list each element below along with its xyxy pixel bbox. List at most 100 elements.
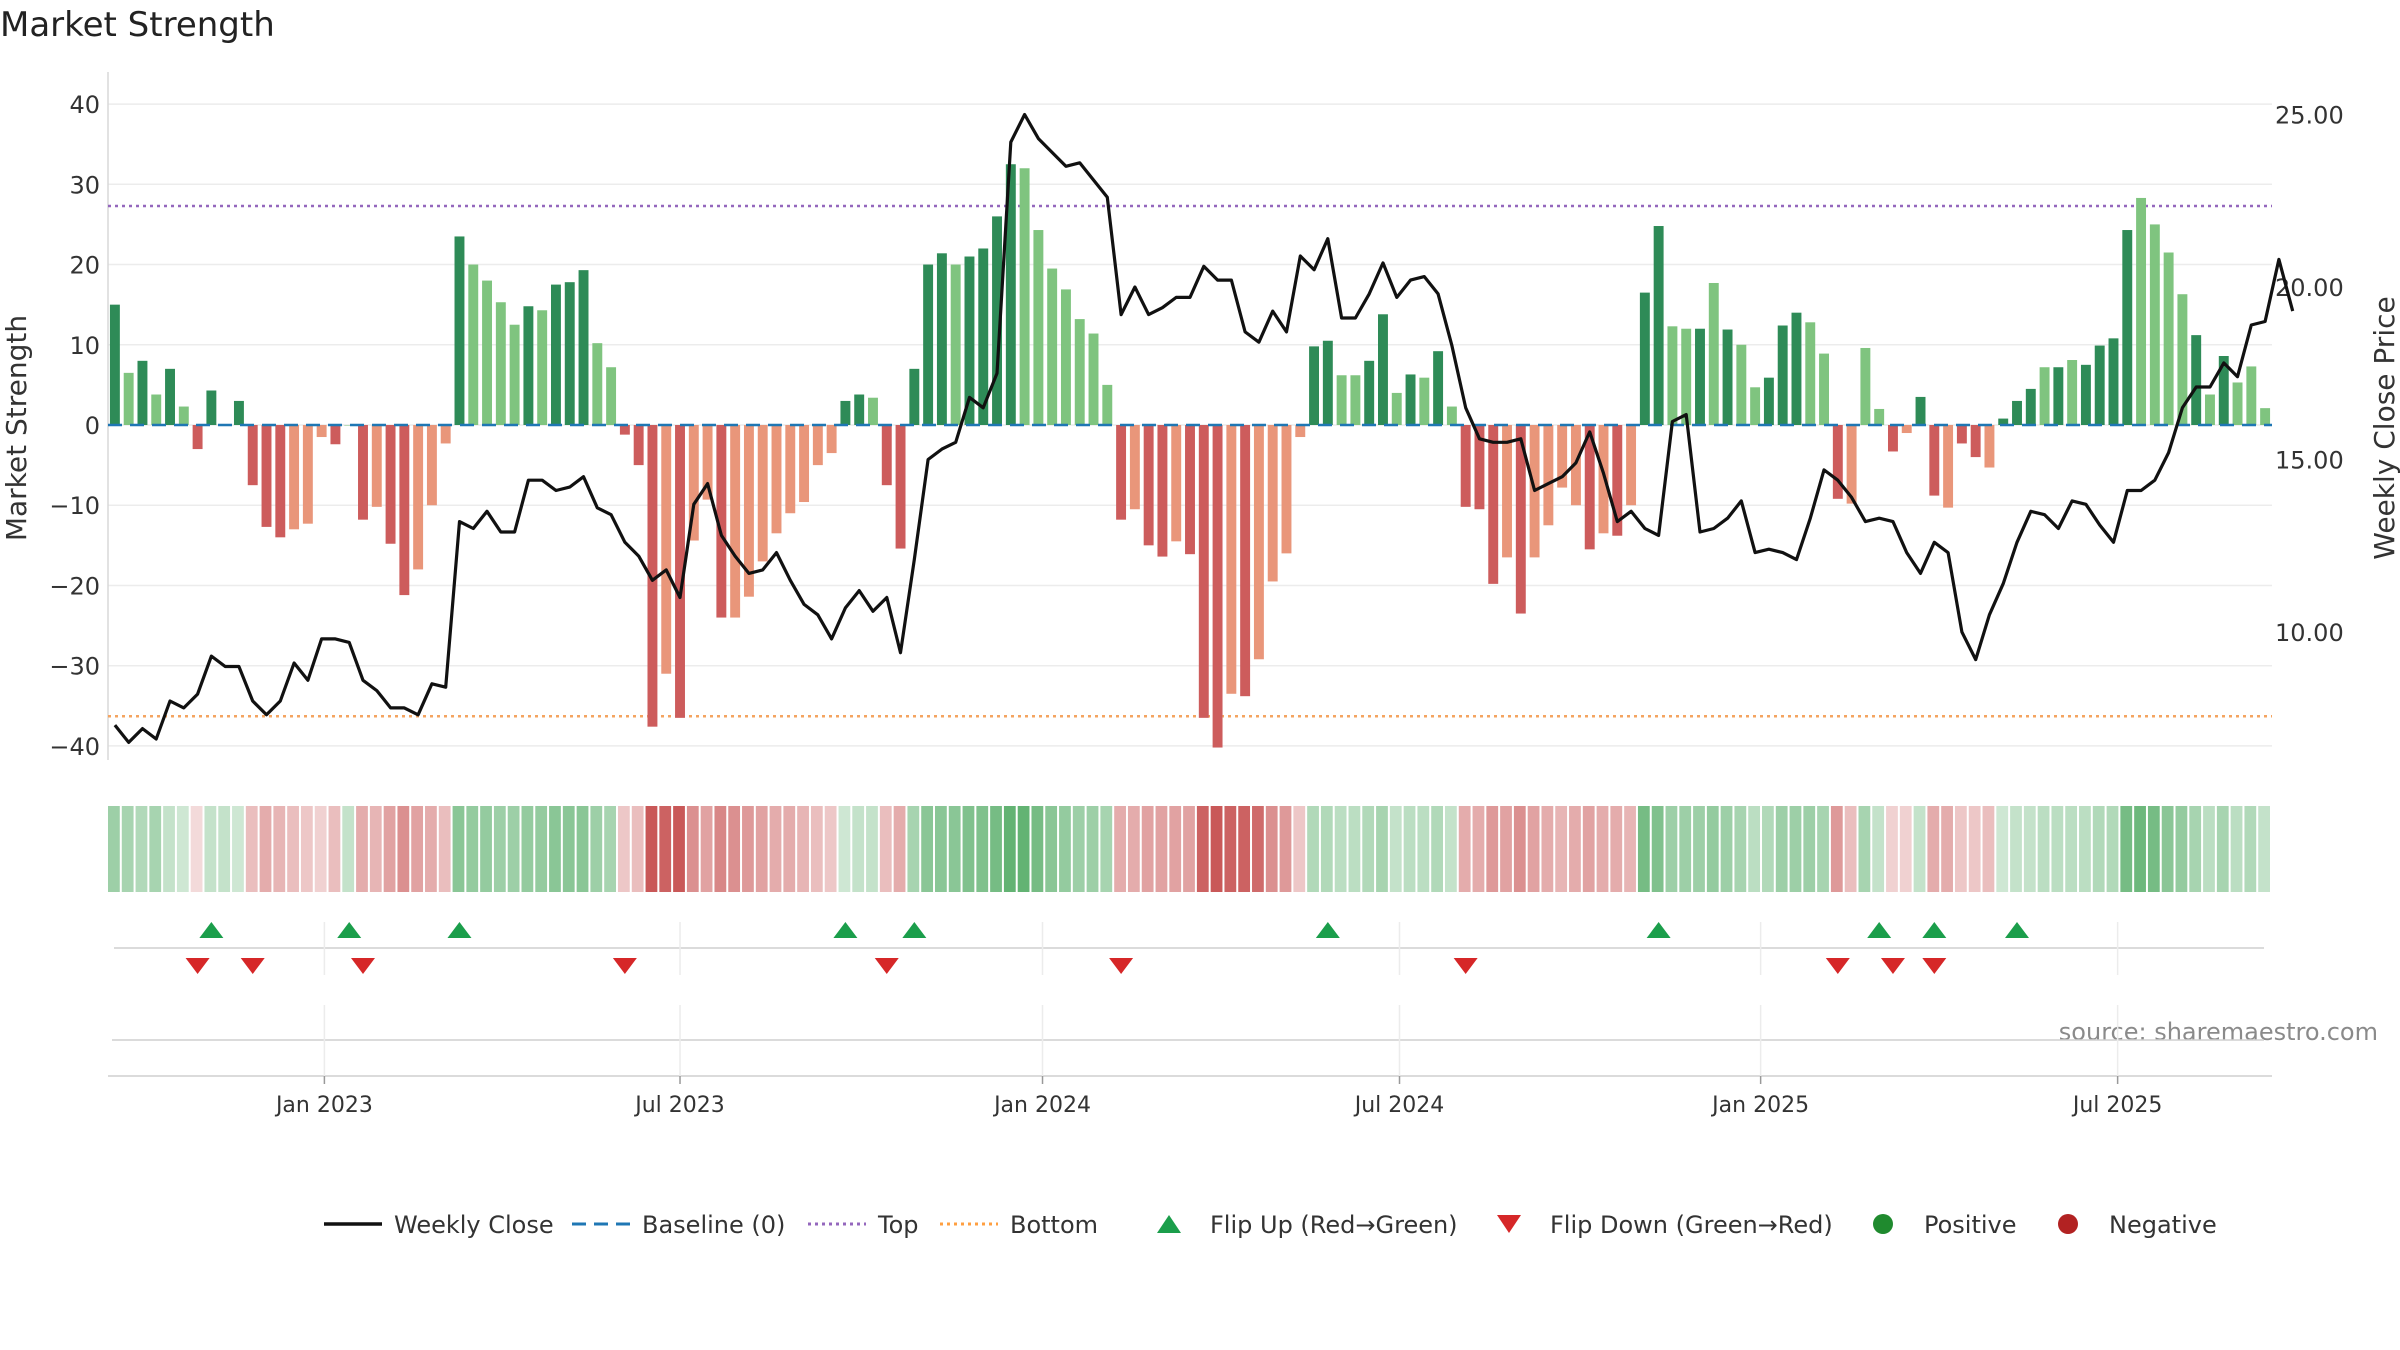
legend-swatch-circle: [2058, 1214, 2078, 1234]
heat-strip-cell: [1003, 806, 1016, 892]
strength-bar: [909, 368, 920, 425]
heat-strip-cell: [493, 806, 506, 892]
heat-strip-cell: [1307, 806, 1319, 892]
grid-lines: [107, 72, 2272, 760]
heat-strip-cell: [921, 806, 934, 892]
heat-strip-cell: [562, 806, 575, 892]
heat-strip-cell: [714, 806, 727, 892]
strength-bar: [950, 264, 961, 425]
heat-strip-cell: [1830, 806, 1843, 892]
strength-bar: [675, 425, 685, 718]
flip-up-marker: [199, 922, 224, 938]
strength-bar: [123, 372, 134, 425]
heat-strip-cell: [1582, 806, 1595, 892]
heat-strip-cell: [1472, 806, 1485, 892]
heat-strip-cell: [935, 806, 947, 892]
heat-strip-cell: [1541, 806, 1554, 892]
strength-bar: [1708, 282, 1719, 425]
heat-strip-cell: [2216, 806, 2229, 892]
strength-bar: [1860, 347, 1871, 425]
flip-down-marker: [1922, 958, 1947, 974]
strength-bar: [1143, 425, 1154, 546]
strength-bar: [1088, 333, 1099, 425]
heat-strip-cell: [1059, 806, 1071, 892]
strength-bar: [619, 425, 630, 435]
strength-bar: [509, 324, 520, 425]
strength-bar: [895, 425, 906, 549]
strength-bar: [702, 425, 713, 500]
strength-bar: [2039, 367, 2050, 425]
strength-bar: [757, 425, 768, 562]
heat-strip-cell: [549, 806, 561, 892]
heat-strip-cell: [1348, 806, 1361, 892]
heat-strip-cell: [1417, 806, 1430, 892]
heat-strip-cell: [810, 806, 823, 892]
strength-bar: [426, 425, 437, 506]
strength-bar: [495, 302, 506, 425]
heat-strip-cell: [1293, 806, 1306, 892]
strength-bar: [2122, 230, 2133, 425]
heat-strip-cell: [2051, 806, 2064, 892]
heat-strip-cell: [1610, 806, 1623, 892]
heat-strip-cell: [232, 806, 244, 892]
strength-bar: [2012, 400, 2022, 425]
heat-strip-cell: [259, 806, 272, 892]
heat-strip-cell: [1431, 806, 1443, 892]
heat-strip-cell: [2147, 806, 2160, 892]
legend-item: Positive: [1873, 1211, 2017, 1239]
strength-bar: [1074, 319, 1085, 425]
heat-strip-cell: [2037, 806, 2050, 892]
strength-bar: [1653, 226, 1664, 425]
legend-swatch-circle: [1873, 1214, 1893, 1234]
heat-strip-cell: [149, 806, 162, 892]
strength-bar: [592, 343, 603, 425]
strength-bar: [289, 425, 300, 530]
flip-down-marker: [1453, 958, 1478, 974]
heat-strip-cell: [1596, 806, 1609, 892]
heat-strip-cell: [948, 806, 961, 892]
flip-up-marker: [902, 922, 927, 938]
heat-strip-cell: [1196, 806, 1209, 892]
strength-bar: [799, 425, 810, 503]
strength-bar: [2260, 408, 2271, 425]
strength-bar: [1102, 384, 1113, 425]
strength-bar: [661, 425, 672, 674]
heat-strip-cell: [755, 806, 768, 892]
heat-strip-cell: [342, 806, 355, 892]
heat-strip-cell: [328, 806, 341, 892]
y-tick-label: 40: [69, 91, 100, 119]
legend-item: Flip Down (Green→Red): [1497, 1211, 1833, 1239]
heat-strip-cell: [1913, 806, 1926, 892]
heat-strip-cell: [1444, 806, 1457, 892]
heat-strip-cell: [1210, 806, 1223, 892]
heat-strip-cell: [1844, 806, 1857, 892]
strength-bar: [2191, 335, 2202, 425]
heat-strip-cell: [1252, 806, 1264, 892]
heat-strip-cell: [1072, 806, 1085, 892]
heat-strip-cell: [1183, 806, 1195, 892]
strength-bar: [1019, 168, 1030, 426]
weekly-close-line: [113, 112, 2295, 745]
strength-bar: [771, 425, 782, 534]
strength-bar: [1887, 425, 1898, 452]
heat-strip-cell: [245, 806, 258, 892]
strength-bar: [1240, 425, 1251, 697]
x-tick-label: Jan 2024: [992, 1093, 1091, 1118]
heat-strip-cell: [1100, 806, 1113, 892]
heat-strip-cell: [1706, 806, 1719, 892]
flip-down-marker: [185, 958, 210, 974]
strength-bar: [385, 425, 396, 544]
strength-bar: [1970, 425, 1981, 458]
heat-strip-cell: [1886, 806, 1898, 892]
strength-bar: [1612, 425, 1623, 536]
heat-strip-cell: [1403, 806, 1416, 892]
strength-bar: [550, 284, 561, 425]
strength-bar: [1929, 425, 1940, 496]
flip-down-marker: [1880, 958, 1905, 974]
strength-bar: [1005, 164, 1016, 425]
heat-strip-cell: [1224, 806, 1237, 892]
strength-bar: [1832, 425, 1843, 499]
heat-strip-cell: [1169, 806, 1182, 892]
heat-strip-cell: [1362, 806, 1375, 892]
